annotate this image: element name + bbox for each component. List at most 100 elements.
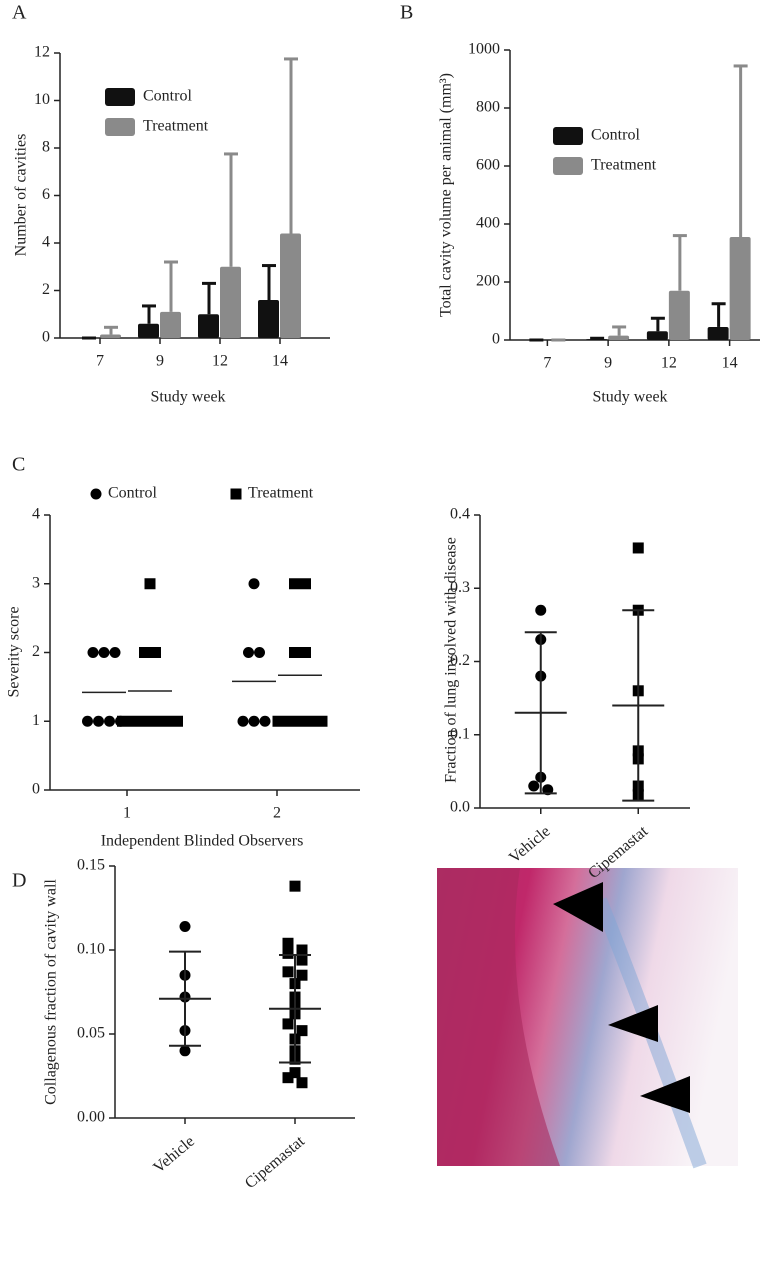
x-tick-label: 7	[543, 355, 551, 372]
marker	[528, 780, 540, 792]
panel-label: D	[12, 870, 26, 892]
bar	[220, 266, 241, 338]
marker	[282, 947, 294, 959]
marker	[259, 715, 271, 727]
x-tick-label: 14	[272, 353, 288, 370]
marker	[237, 715, 249, 727]
y-axis-label: Total cavity volume per animal (mm³)	[438, 73, 455, 317]
arrowhead	[640, 1076, 690, 1113]
marker	[139, 647, 150, 658]
marker	[289, 1067, 301, 1079]
y-tick-label: 0.0	[450, 799, 470, 816]
marker	[179, 920, 191, 932]
marker	[296, 969, 308, 981]
y-axis-label: Number of cavities	[13, 134, 30, 257]
arrowhead	[608, 1005, 658, 1042]
y-axis-label: Severity score	[6, 606, 23, 697]
marker	[316, 715, 328, 727]
marker	[128, 715, 139, 727]
x-tick-label: 14	[722, 355, 738, 372]
y-tick-label: 0.00	[77, 1109, 105, 1126]
y-tick-label: 0.2	[450, 652, 470, 669]
marker	[117, 715, 128, 727]
marker	[282, 1018, 294, 1030]
marker	[161, 715, 172, 727]
y-tick-label: 1	[32, 712, 40, 729]
bar	[100, 334, 121, 338]
y-tick-label: 2	[32, 643, 40, 660]
marker	[289, 647, 300, 658]
marker	[230, 488, 242, 500]
bar	[258, 300, 279, 338]
panel-label: B	[400, 2, 413, 24]
y-tick-label: 400	[476, 215, 500, 232]
bar	[198, 314, 219, 338]
bar	[646, 331, 668, 340]
y-tick-label: 0	[492, 331, 500, 348]
x-tick-label: Vehicle	[506, 823, 554, 867]
bar	[138, 323, 159, 338]
y-tick-label: 800	[476, 99, 500, 116]
y-tick-label: 0.15	[77, 857, 105, 874]
bar	[608, 335, 630, 340]
y-tick-label: 200	[476, 273, 500, 290]
x-tick-label: 2	[273, 805, 281, 822]
y-tick-label: 3	[32, 574, 40, 591]
marker	[282, 937, 294, 949]
marker	[82, 715, 93, 727]
y-tick-label: 600	[476, 157, 500, 174]
bar	[707, 326, 729, 340]
marker	[289, 880, 301, 892]
marker	[296, 1025, 308, 1037]
marker	[248, 715, 260, 727]
marker	[294, 715, 306, 727]
panel-label: C	[12, 454, 25, 476]
marker	[150, 647, 161, 658]
marker	[300, 647, 311, 658]
y-tick-label: 4	[32, 506, 40, 523]
x-tick-label: Cipemastat	[242, 1132, 308, 1192]
legend-swatch	[105, 88, 135, 106]
x-tick-label: 12	[212, 353, 228, 370]
y-tick-label: 0.1	[450, 725, 470, 742]
marker	[283, 715, 295, 727]
panel-label: A	[12, 2, 27, 24]
histology-image	[437, 868, 738, 1169]
bar	[668, 290, 690, 340]
marker	[300, 578, 311, 590]
y-tick-label: 12	[34, 44, 50, 61]
marker	[289, 578, 300, 590]
y-tick-label: 0.3	[450, 579, 470, 596]
y-axis-label: Fraction of lung involved with disease	[443, 537, 460, 783]
marker	[535, 604, 547, 616]
legend-label: Treatment	[591, 157, 657, 174]
marker	[248, 578, 260, 590]
y-axis-label: Collagenous fraction of cavity wall	[43, 879, 60, 1105]
legend-swatch	[105, 118, 135, 136]
y-tick-label: 0.05	[77, 1025, 105, 1042]
x-tick-label: 7	[96, 353, 104, 370]
y-tick-label: 0.10	[77, 941, 105, 958]
x-tick-label: 1	[123, 805, 131, 822]
y-tick-label: 1000	[468, 41, 500, 58]
legend-label: Treatment	[143, 118, 209, 135]
y-tick-label: 8	[42, 139, 50, 156]
legend-label: Control	[591, 127, 640, 144]
legend-label: Control	[108, 485, 157, 502]
legend-label: Control	[143, 88, 192, 105]
marker	[90, 488, 102, 500]
marker	[87, 647, 99, 658]
bar	[729, 237, 751, 340]
x-tick-label: 12	[661, 355, 677, 372]
x-axis-label: Independent Blinded Observers	[101, 833, 304, 850]
marker	[179, 1045, 191, 1057]
x-axis-label: Study week	[592, 389, 667, 406]
legend-swatch	[553, 157, 583, 175]
marker	[93, 715, 104, 727]
marker	[296, 1077, 308, 1089]
marker	[139, 715, 150, 727]
y-tick-label: 0	[32, 781, 40, 798]
marker	[109, 647, 121, 658]
marker	[296, 954, 308, 966]
